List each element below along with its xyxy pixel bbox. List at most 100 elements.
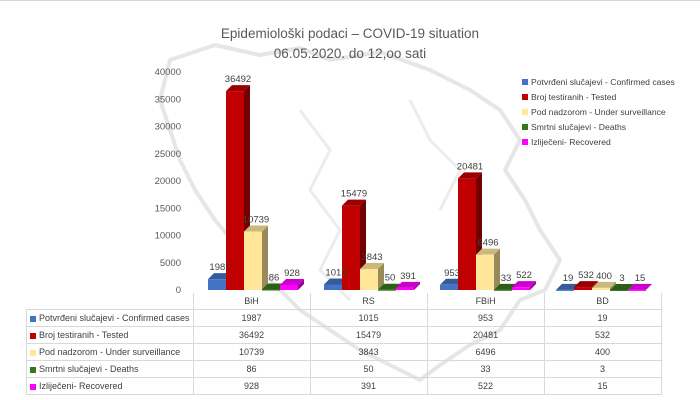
- table-cell: 15: [543, 377, 662, 395]
- data-label: 953: [444, 268, 460, 279]
- table-cell: 532: [543, 326, 662, 344]
- bar-rs-4: [396, 281, 420, 290]
- category-label: BiH: [192, 293, 311, 310]
- bar-rs-2: [360, 263, 384, 290]
- bar-bd-4: [628, 283, 652, 291]
- y-tick-label: 30000: [155, 122, 181, 133]
- legend-swatch: [522, 78, 528, 85]
- series-label: Smrtni slučajevi - Deaths: [26, 360, 194, 378]
- series-swatch: [30, 349, 36, 356]
- table-row: Izliječeni- Recovered 928 391 522 15: [26, 377, 662, 395]
- table-row: Smrtni slučajevi - Deaths 86 50 33 3: [26, 360, 662, 378]
- y-axis: 0 5000 10000 15000 20000 25000 30000 35000 40000: [155, 67, 181, 296]
- data-label: 15479: [341, 189, 367, 200]
- table-cell: 1987: [192, 309, 311, 327]
- data-table: BiH RS FBiH BD Potvrđeni slučajevi - Confirm…: [26, 293, 662, 395]
- legend-swatch: [522, 138, 528, 145]
- legend-swatch: [522, 93, 528, 100]
- data-label: 1015: [325, 267, 346, 278]
- series-swatch: [30, 315, 36, 322]
- table-cell: 6496: [426, 343, 545, 361]
- table-cell: 928: [192, 377, 311, 395]
- y-tick-label: 10000: [155, 231, 181, 242]
- table-cell: 522: [426, 377, 545, 395]
- table-header-row: BiH RS FBiH BD: [26, 293, 662, 310]
- y-tick-label: 5000: [160, 258, 181, 269]
- category-label: RS: [309, 293, 428, 310]
- legend: Potvrđeni slučajevi - Confirmed cases Bro…: [522, 74, 675, 149]
- table-row: Broj testiranih - Tested 36492 15479 20481 5…: [26, 326, 662, 344]
- legend-label: Smrtni slučajevi - Deaths: [531, 121, 627, 132]
- data-label: 33: [501, 273, 512, 284]
- legend-item: Potvrđeni slučajevi - Confirmed cases: [522, 74, 675, 89]
- data-label: 19: [563, 273, 574, 284]
- table-cell: 19: [543, 309, 662, 327]
- data-label: 400: [596, 271, 612, 282]
- legend-item: Broj testiranih - Tested: [522, 89, 675, 104]
- table-cell: 33: [426, 360, 545, 378]
- bar-fbih-4: [512, 281, 536, 290]
- data-label: 20481: [457, 161, 483, 172]
- legend-label: Pod nadzorom - Under surveillance: [531, 106, 666, 117]
- data-label: 50: [385, 273, 396, 284]
- data-label: 86: [269, 273, 280, 284]
- series-swatch: [30, 383, 36, 390]
- bar-fbih-2: [476, 248, 500, 290]
- table-row: Pod nadzorom - Under surveillance 10739 38…: [26, 343, 662, 361]
- table-cell: 86: [192, 360, 311, 378]
- y-tick-label: 20000: [155, 176, 181, 187]
- table-cell: 15479: [309, 326, 428, 344]
- series-label: Izliječeni- Recovered: [26, 377, 194, 395]
- series-label: Potvrđeni slučajevi - Confirmed cases: [26, 309, 194, 327]
- legend-item: Izliječeni- Recovered: [522, 134, 675, 149]
- table-cell: 36492: [192, 326, 311, 344]
- bar-bih-4: [280, 278, 304, 290]
- table-cell: 3843: [309, 343, 428, 361]
- series-label: Broj testiranih - Tested: [26, 326, 194, 344]
- series-swatch: [30, 366, 36, 373]
- data-label: 10739: [243, 214, 269, 225]
- table-cell: 953: [426, 309, 545, 327]
- category-label: BD: [543, 293, 662, 310]
- legend-label: Broj testiranih - Tested: [531, 91, 617, 102]
- category-label: FBiH: [426, 293, 545, 310]
- y-tick-label: 15000: [155, 203, 181, 214]
- table-cell: 391: [309, 377, 428, 395]
- legend-item: Smrtni slučajevi - Deaths: [522, 119, 675, 134]
- data-label: 15: [635, 273, 646, 284]
- data-label: 928: [284, 268, 300, 279]
- legend-label: Izliječeni- Recovered: [531, 136, 611, 147]
- data-label: 6496: [477, 238, 498, 249]
- table-cell: 50: [309, 360, 428, 378]
- data-label: 3: [619, 273, 624, 284]
- data-label: 532: [578, 270, 594, 281]
- bar-bd-2: [592, 281, 616, 290]
- y-tick-label: 25000: [155, 149, 181, 160]
- series-swatch: [30, 332, 36, 339]
- chart-title: Epidemiološki podaci – COVID-19 situatio…: [220, 26, 480, 41]
- bar-bih-2: [244, 225, 268, 290]
- y-tick-label: 40000: [155, 67, 181, 78]
- table-cell: 1015: [309, 309, 428, 327]
- legend-item: Pod nadzorom - Under surveillance: [522, 104, 675, 119]
- legend-swatch: [522, 123, 528, 130]
- data-label: 3843: [361, 252, 382, 263]
- table-cell: 3: [543, 360, 662, 378]
- series-label: Pod nadzorom - Under surveillance: [26, 343, 194, 361]
- legend-label: Potvrđeni slučajevi - Confirmed cases: [531, 76, 675, 87]
- data-label: 522: [516, 270, 532, 281]
- y-tick-label: 0: [176, 285, 181, 296]
- table-row: Potvrđeni slučajevi - Confirmed cases 198…: [26, 309, 662, 327]
- table-cell: 10739: [192, 343, 311, 361]
- data-label: 36492: [225, 74, 251, 85]
- y-tick-label: 35000: [155, 94, 181, 105]
- chart-subtitle: 06.05.2020. do 12,oo sati: [273, 46, 427, 61]
- table-cell: 20481: [426, 326, 545, 344]
- legend-swatch: [522, 108, 528, 115]
- table-cell: 400: [543, 343, 662, 361]
- data-label: 1987: [209, 262, 230, 273]
- bars-group: [208, 85, 652, 291]
